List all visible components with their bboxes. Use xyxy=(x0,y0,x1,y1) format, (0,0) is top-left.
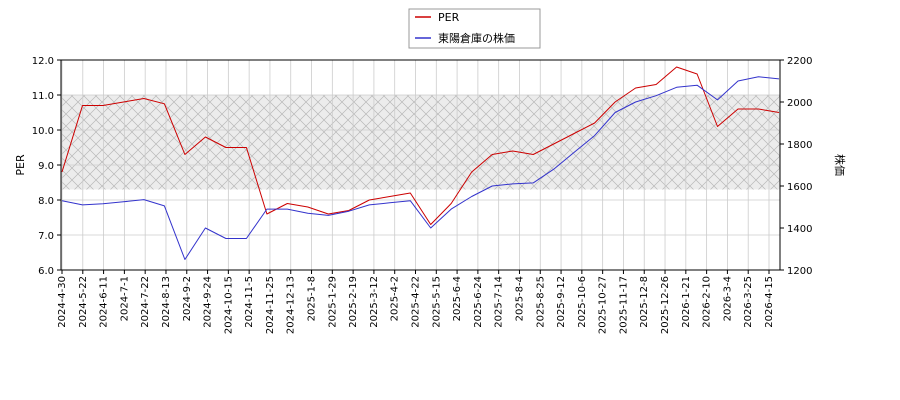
legend: PER 東陽倉庫の株価 xyxy=(408,8,541,49)
x-tick-label: 2025-11-17 xyxy=(618,276,629,334)
x-tick-label: 2024-6-11 xyxy=(99,276,110,328)
left-y-tick-label: 12.0 xyxy=(32,56,54,67)
right-y-tick-label: 1200 xyxy=(787,266,812,277)
x-tick-label: 2025-4-22 xyxy=(411,276,422,328)
x-tick-label: 2025-5-15 xyxy=(431,276,442,328)
x-tick-label: 2025-10-27 xyxy=(598,276,609,334)
left-y-axis-label: PER xyxy=(14,154,27,176)
left-y-tick-label: 8.0 xyxy=(38,196,54,207)
left-y-tick-label: 9.0 xyxy=(38,161,54,172)
x-tick-label: 2024-11-25 xyxy=(265,276,276,334)
legend-box xyxy=(408,8,541,49)
x-tick-label: 2025-3-12 xyxy=(369,276,380,328)
right-y-tick-label: 1800 xyxy=(787,140,812,151)
series-line-per xyxy=(61,66,780,225)
x-tick-label: 2024-7-1 xyxy=(119,276,130,321)
series-lines xyxy=(61,66,780,260)
series-line-stock-price xyxy=(61,76,780,260)
x-tick-label: 2026-3-4 xyxy=(722,276,733,321)
right-y-tick-label: 1600 xyxy=(787,182,812,193)
left-y-axis-ticks: 6.0 7.0 8.0 9.0 10.0 11.0 12.0 xyxy=(32,56,61,277)
x-tick-label: 2026-2-10 xyxy=(702,276,713,328)
right-y-tick-label: 2200 xyxy=(787,56,812,67)
x-tick-label: 2025-12-26 xyxy=(660,276,671,334)
x-tick-label: 2025-8-25 xyxy=(535,276,546,328)
x-tick-label: 2025-6-24 xyxy=(473,276,484,328)
left-y-tick-label: 6.0 xyxy=(38,266,54,277)
right-y-axis-ticks: 1200 1400 1600 1800 2000 2200 xyxy=(780,56,812,277)
x-tick-label: 2025-1-29 xyxy=(327,276,338,328)
x-tick-label: 2024-7-22 xyxy=(140,276,151,328)
shaded-band-area xyxy=(61,95,780,190)
x-tick-label: 2025-10-6 xyxy=(577,276,588,328)
right-y-tick-label: 2000 xyxy=(787,98,812,109)
x-tick-label: 2024-12-13 xyxy=(286,276,297,334)
x-tick-label: 2024-5-22 xyxy=(78,276,89,328)
x-tick-label: 2024-9-24 xyxy=(203,276,214,328)
grid xyxy=(61,59,780,271)
x-tick-label: 2024-8-13 xyxy=(161,276,172,328)
x-tick-label: 2025-2-19 xyxy=(348,276,359,328)
x-tick-label: 2024-10-15 xyxy=(223,276,234,334)
x-tick-label: 2024-11-5 xyxy=(244,276,255,328)
left-y-tick-label: 7.0 xyxy=(38,231,54,242)
x-tick-label: 2025-8-4 xyxy=(514,276,525,321)
x-tick-label: 2025-7-14 xyxy=(494,276,505,328)
x-tick-label: 2024-9-2 xyxy=(182,276,193,321)
x-tick-label: 2025-9-12 xyxy=(556,276,567,328)
x-tick-label: 2026-3-25 xyxy=(743,276,754,328)
x-axis-ticks: 2024-4-30 2024-5-22 2024-6-11 2024-7-1 2024-… xyxy=(57,270,775,334)
x-tick-label: 2026-4-15 xyxy=(764,276,775,328)
right-y-tick-label: 1400 xyxy=(787,224,812,235)
right-y-axis-label: 株価 xyxy=(833,154,847,176)
x-tick-label: 2026-1-21 xyxy=(681,276,692,328)
legend-label-stock-price: 東陽倉庫の株価 xyxy=(438,31,515,45)
shaded-band xyxy=(61,95,780,190)
legend-label-per: PER xyxy=(438,11,460,24)
left-y-tick-label: 10.0 xyxy=(32,126,54,137)
x-tick-label: 2025-6-4 xyxy=(452,276,463,321)
x-tick-label: 2025-1-8 xyxy=(307,276,318,321)
left-y-tick-label: 11.0 xyxy=(32,91,54,102)
x-tick-label: 2024-4-30 xyxy=(57,276,68,328)
x-tick-label: 2025-4-2 xyxy=(390,276,401,321)
x-tick-label: 2025-12-8 xyxy=(639,276,650,328)
